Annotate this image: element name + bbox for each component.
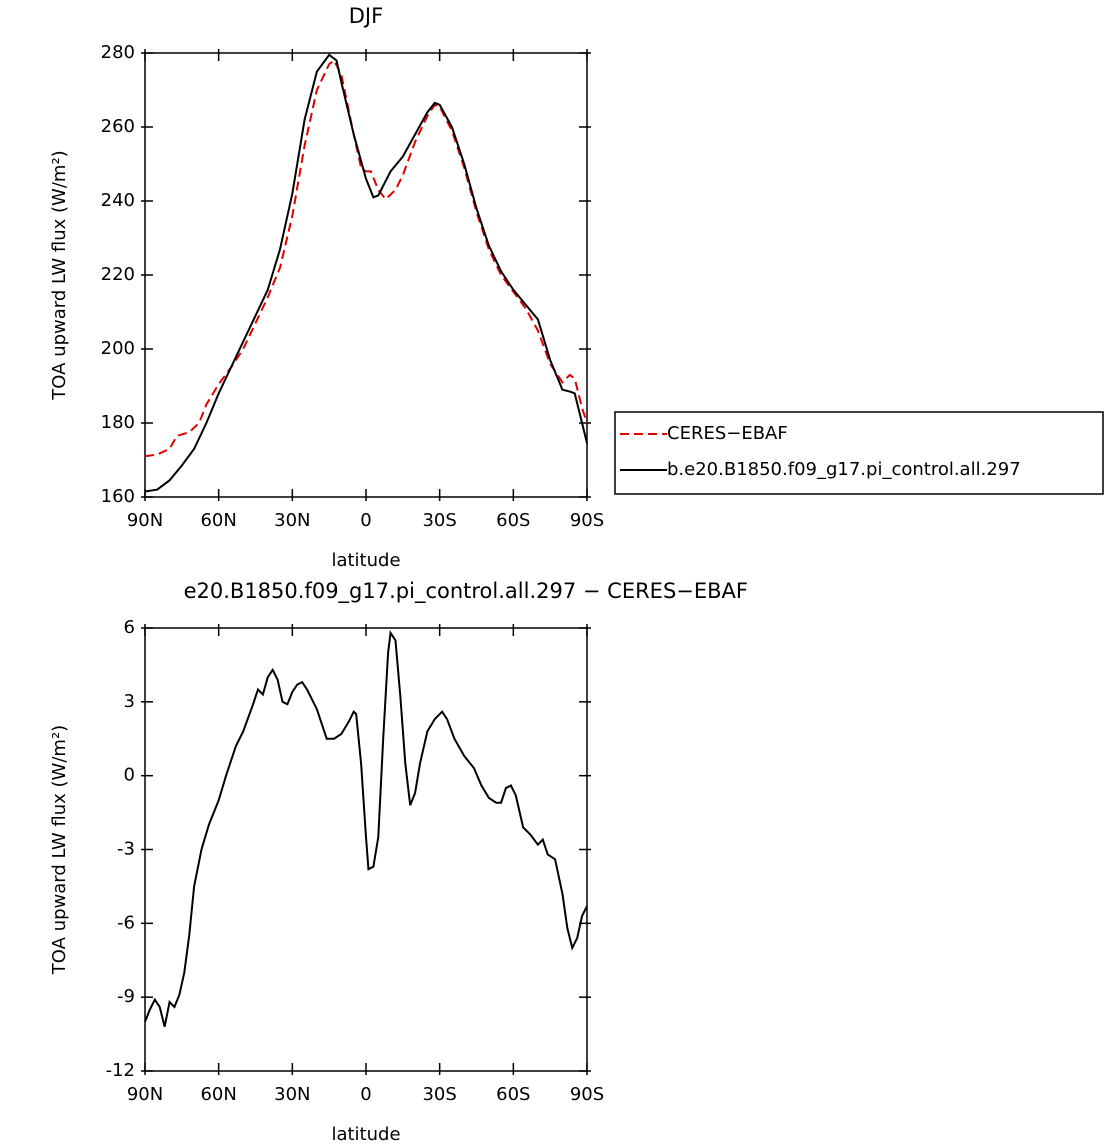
x-tick-label: 0: [360, 1084, 371, 1105]
x-axis-label: latitude: [331, 550, 400, 571]
y-axis-label: TOA upward LW flux (W/m²): [49, 150, 70, 400]
x-tick-label: 30N: [274, 1084, 310, 1105]
plot-frame: [144, 52, 588, 498]
x-tick-label: 90S: [570, 510, 604, 531]
y-tick-label: -12: [106, 1060, 135, 1081]
series-line: [144, 630, 588, 1027]
x-tick-label: 90S: [570, 1084, 604, 1105]
x-tick-label: 30S: [422, 1084, 456, 1105]
plot-frame: [144, 627, 588, 1072]
y-tick-label: 6: [124, 617, 135, 638]
y-tick-label: -6: [117, 912, 135, 933]
y-tick-label: -3: [117, 839, 135, 860]
x-tick-label: 60N: [200, 1084, 236, 1105]
series-line: [144, 58, 588, 458]
chart-title: DJF: [349, 4, 383, 28]
y-tick-label: 180: [101, 412, 135, 433]
legend-box: [614, 411, 1104, 495]
x-axis-label: latitude: [331, 1124, 400, 1145]
legend-label: b.e20.B1850.f09_g17.pi_control.all.297: [667, 459, 1021, 480]
x-tick-label: 60S: [496, 510, 530, 531]
chart-title: e20.B1850.f09_g17.pi_control.all.297 − C…: [184, 579, 748, 604]
y-tick-label: 240: [101, 190, 135, 211]
y-tick-label: 0: [124, 765, 135, 786]
x-tick-label: 30S: [422, 510, 456, 531]
y-tick-label: 160: [101, 486, 135, 507]
y-tick-label: 260: [101, 116, 135, 137]
y-tick-label: -9: [117, 986, 135, 1007]
x-tick-label: 30N: [274, 510, 310, 531]
y-tick-label: 280: [101, 42, 135, 63]
y-tick-label: 200: [101, 338, 135, 359]
x-tick-label: 90N: [127, 510, 163, 531]
x-tick-label: 0: [360, 510, 371, 531]
legend-label: CERES−EBAF: [667, 423, 788, 444]
y-tick-label: 220: [101, 264, 135, 285]
series-line: [144, 53, 588, 493]
x-tick-label: 60S: [496, 1084, 530, 1105]
y-tick-label: 3: [124, 691, 135, 712]
y-axis-label: TOA upward LW flux (W/m²): [49, 725, 70, 975]
x-tick-label: 60N: [200, 510, 236, 531]
x-tick-label: 90N: [127, 1084, 163, 1105]
